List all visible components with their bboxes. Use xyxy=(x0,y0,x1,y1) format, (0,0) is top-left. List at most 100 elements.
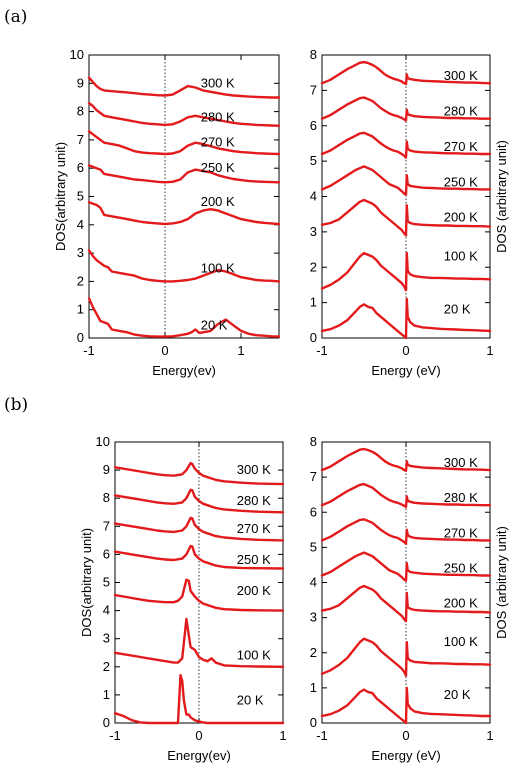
x-tick-label: 0 xyxy=(402,728,409,743)
x-axis-title: Energy(ev) xyxy=(152,363,216,378)
dos-curve-270k xyxy=(87,130,281,156)
x-tick-label: -1 xyxy=(316,343,328,358)
x-axis-title: Energy (eV) xyxy=(371,363,440,378)
y-axis-title: DOS (arbitrary unit) xyxy=(494,140,509,253)
y-tick-label: 7 xyxy=(310,469,317,484)
x-tick-label: -1 xyxy=(316,728,328,743)
x-axis-title: Energy(ev) xyxy=(167,748,231,763)
x-tick-label: 1 xyxy=(486,343,493,358)
x-tick-label: 1 xyxy=(237,343,244,358)
curve-label: 100 K xyxy=(444,249,478,264)
y-tick-label: 1 xyxy=(310,680,317,695)
y-tick-label: 5 xyxy=(103,575,110,590)
panel-label-a: (a) xyxy=(4,7,27,27)
curve-label: 100 K xyxy=(201,261,235,276)
x-tick-label: 1 xyxy=(279,728,286,743)
curve-label: 250 K xyxy=(444,560,478,575)
y-tick-label: 4 xyxy=(310,189,317,204)
y-tick-label: 2 xyxy=(103,659,110,674)
curve-label: 300 K xyxy=(444,455,478,470)
y-tick-label: 6 xyxy=(310,504,317,519)
curve-label: 280 K xyxy=(444,490,478,505)
dos-curve-100k xyxy=(87,249,281,283)
curve-label: 20 K xyxy=(444,687,471,702)
y-tick-label: 4 xyxy=(310,575,317,590)
y-tick-label: 1 xyxy=(77,302,84,317)
y-tick-label: 8 xyxy=(103,490,110,505)
y-axis-title: DOS(arbitrary unit) xyxy=(53,142,68,251)
dos-curve-280k xyxy=(87,101,281,128)
y-tick-label: 8 xyxy=(310,47,317,62)
dos-curve-20k xyxy=(113,674,285,725)
dos-curve-100k xyxy=(320,251,492,292)
y-tick-label: 5 xyxy=(77,189,84,204)
curve-label: 280 K xyxy=(201,109,235,124)
dos-curve-280k xyxy=(113,488,285,514)
x-axis-title: Energy (eV) xyxy=(371,748,440,763)
x-tick-label: 0 xyxy=(195,728,202,743)
y-tick-label: 10 xyxy=(70,47,84,62)
panel-label-b: (b) xyxy=(4,395,28,415)
curve-label: 200 K xyxy=(444,210,478,225)
y-tick-label: 8 xyxy=(310,434,317,449)
curve-label: 200 K xyxy=(444,596,478,611)
curve-label: 100 K xyxy=(237,648,271,663)
y-tick-label: 3 xyxy=(77,245,84,260)
y-tick-label: 4 xyxy=(77,217,84,232)
y-axis-title: DOS (arbitrary unit) xyxy=(494,526,509,639)
x-tick-label: 0 xyxy=(161,343,168,358)
curve-label: 280 K xyxy=(237,493,271,508)
dos-curve-250k xyxy=(87,164,281,184)
dos-curve-270k xyxy=(320,131,492,159)
curve-label: 300 K xyxy=(444,68,478,83)
x-tick-label: -1 xyxy=(109,728,121,743)
curve-label: 280 K xyxy=(444,104,478,119)
curve-label: 270 K xyxy=(201,135,235,150)
y-tick-label: 8 xyxy=(77,104,84,119)
y-tick-label: 0 xyxy=(77,330,84,345)
dos-curve-300k xyxy=(320,60,492,86)
y-tick-label: 4 xyxy=(103,603,110,618)
curve-label: 270 K xyxy=(444,525,478,540)
y-tick-label: 6 xyxy=(310,118,317,133)
curve-label: 300 K xyxy=(201,75,235,90)
dos-curve-250k xyxy=(320,551,492,582)
y-tick-label: 5 xyxy=(310,153,317,168)
dos-curve-300k xyxy=(320,447,492,472)
curve-label: 100 K xyxy=(444,634,478,649)
y-tick-label: 3 xyxy=(310,224,317,239)
y-tick-label: 9 xyxy=(103,462,110,477)
y-tick-label: 6 xyxy=(103,546,110,561)
curve-label: 270 K xyxy=(444,139,478,154)
dos-curve-280k xyxy=(320,482,492,509)
dos-curve-20k xyxy=(87,297,281,338)
y-tick-label: 9 xyxy=(77,75,84,90)
y-tick-label: 0 xyxy=(310,715,317,730)
x-tick-label: 1 xyxy=(486,728,493,743)
dos-curve-100k xyxy=(113,617,285,668)
dos-curve-20k xyxy=(320,686,492,725)
y-tick-label: 2 xyxy=(310,645,317,660)
curve-label: 20 K xyxy=(237,693,264,708)
dos-curve-200k xyxy=(320,198,492,237)
y-tick-label: 2 xyxy=(77,273,84,288)
dos-curve-20k xyxy=(320,297,492,340)
dos-curve-270k xyxy=(113,516,285,542)
y-axis-title: DOS(arbitrary unit) xyxy=(79,528,94,637)
y-tick-label: 6 xyxy=(77,160,84,175)
dos-curve-270k xyxy=(320,518,492,546)
y-tick-label: 7 xyxy=(310,82,317,97)
y-tick-label: 10 xyxy=(96,434,110,449)
dos-curve-200k xyxy=(320,584,492,623)
x-tick-label: -1 xyxy=(83,343,95,358)
dos-curve-250k xyxy=(113,544,285,570)
curve-label: 200 K xyxy=(201,194,235,209)
y-tick-label: 7 xyxy=(77,132,84,147)
curve-label: 270 K xyxy=(237,521,271,536)
y-tick-label: 7 xyxy=(103,518,110,533)
dos-curve-300k xyxy=(113,461,285,486)
